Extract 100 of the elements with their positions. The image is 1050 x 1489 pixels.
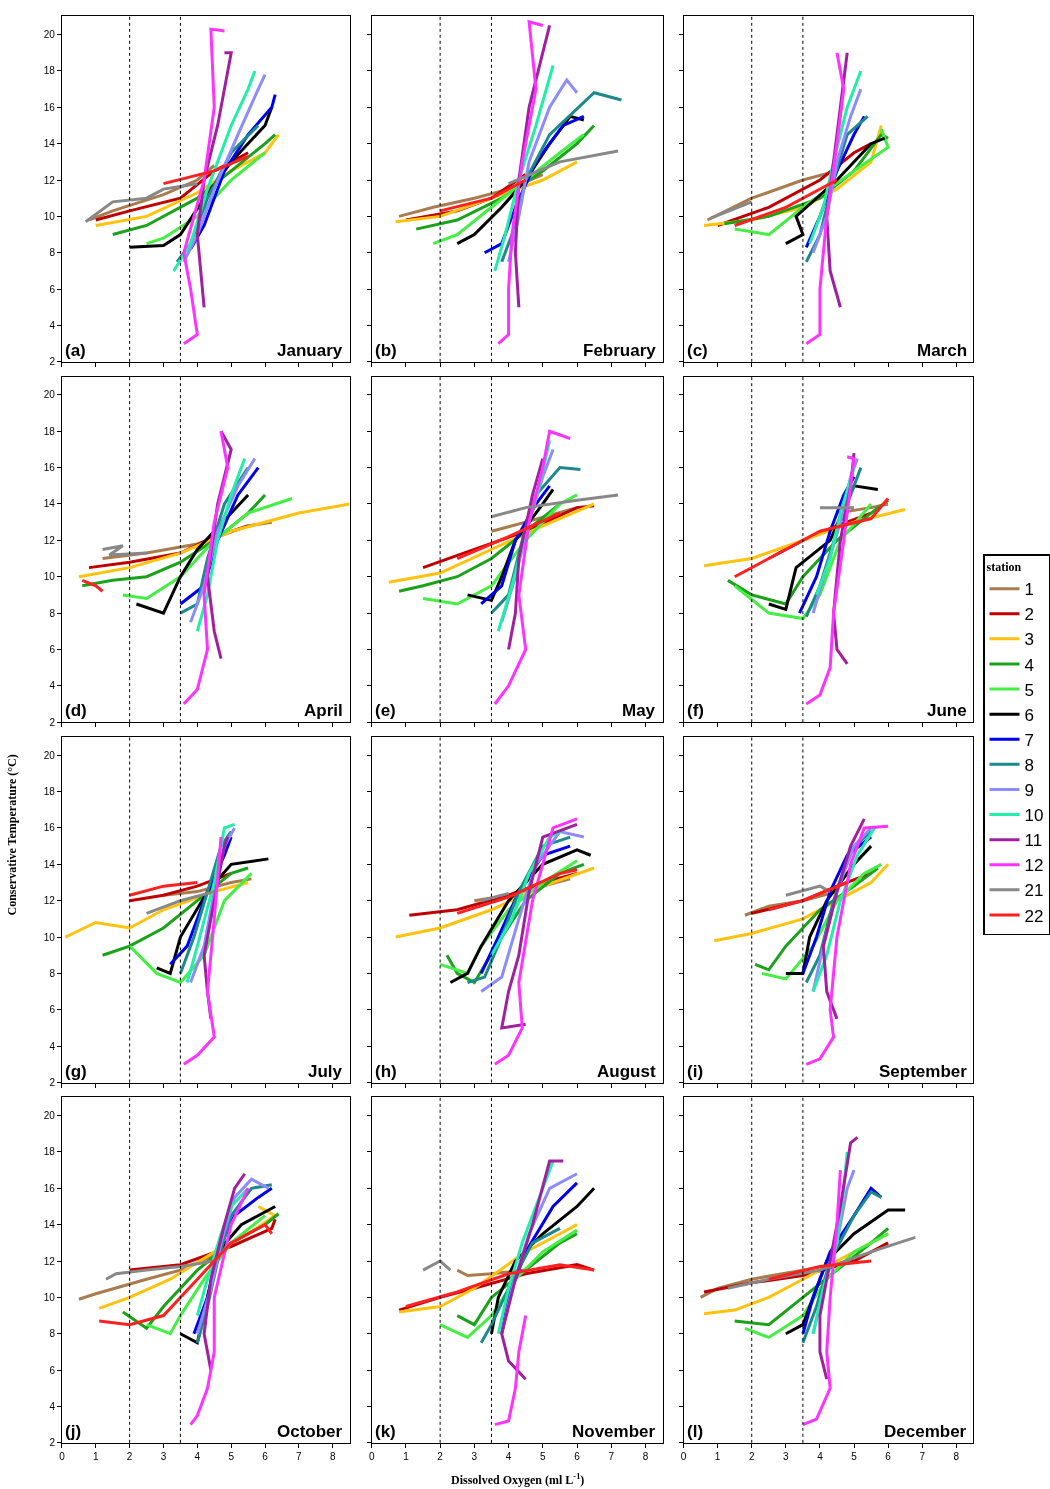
y-tick-label: 14 [43, 1219, 56, 1231]
y-tick-label: 18 [43, 425, 56, 437]
legend-label: 6 [1024, 705, 1034, 725]
x-tick-label: 8 [953, 1450, 960, 1462]
legend-title: station [986, 560, 1022, 575]
y-tick-label: 10 [43, 931, 56, 943]
annotation: June [927, 701, 967, 720]
annotation: January [277, 341, 343, 360]
annotation: (c) [687, 341, 708, 360]
annotation: (a) [65, 341, 86, 360]
y-tick-label: 20 [43, 1110, 56, 1122]
x-tick-label: 3 [471, 1450, 478, 1462]
x-tick-label: 6 [574, 1450, 581, 1462]
y-tick-label: 16 [43, 1182, 56, 1194]
annotation: August [597, 1062, 656, 1081]
legend-label: 12 [1024, 856, 1044, 876]
annotation: May [622, 701, 656, 720]
annotation: (g) [65, 1062, 87, 1081]
x-tick-label: 1 [93, 1450, 100, 1462]
x-tick-label: 8 [329, 1450, 336, 1462]
legend-label: 22 [1024, 906, 1044, 926]
y-tick-label: 4 [49, 680, 56, 692]
y-tick-label: 12 [43, 174, 56, 186]
y-axis-title: Conservative Temperature (°C) [4, 754, 19, 916]
legend-label: 21 [1024, 881, 1044, 901]
y-tick-label: 12 [43, 1255, 56, 1267]
x-tick-label: 5 [851, 1450, 858, 1462]
x-tick-label: 4 [194, 1450, 201, 1462]
annotation: December [884, 1422, 967, 1441]
y-tick-label: 2 [49, 1077, 56, 1089]
legend-label: 2 [1024, 605, 1034, 625]
x-axis-title: Dissolved Oxygen (ml L$^{-1}$) [451, 1472, 585, 1488]
y-tick-label: 18 [43, 1146, 56, 1158]
y-tick-label: 2 [49, 716, 56, 728]
x-tick-label: 2 [748, 1450, 755, 1462]
x-tick-label: 0 [680, 1450, 687, 1462]
legend-label: 9 [1024, 781, 1034, 801]
y-tick-label: 8 [49, 607, 56, 619]
y-tick-label: 12 [43, 534, 56, 546]
y-tick-label: 16 [43, 101, 56, 113]
y-tick-label: 16 [43, 822, 56, 834]
y-tick-label: 2 [49, 356, 56, 368]
legend-label: 11 [1024, 831, 1043, 851]
y-tick-label: 8 [49, 247, 56, 259]
x-tick-label: 3 [783, 1450, 790, 1462]
y-tick-label: 16 [43, 462, 56, 474]
legend-label: 1 [1024, 580, 1034, 600]
x-tick-label: 4 [505, 1450, 512, 1462]
annotation: (d) [65, 701, 87, 720]
x-tick-label: 1 [714, 1450, 721, 1462]
y-tick-label: 10 [43, 1291, 56, 1303]
y-tick-label: 6 [49, 1004, 56, 1016]
x-tick-label: 7 [296, 1450, 303, 1462]
y-tick-label: 8 [49, 1328, 56, 1340]
y-tick-label: 4 [49, 1400, 56, 1412]
annotation: (e) [375, 701, 396, 720]
legend-label: 8 [1024, 755, 1034, 775]
x-tick-label: 2 [126, 1450, 133, 1462]
x-tick-label: 8 [642, 1450, 649, 1462]
annotation: (j) [65, 1422, 82, 1441]
x-tick-label: 6 [262, 1450, 269, 1462]
annotation: (l) [687, 1422, 704, 1441]
annotation: November [572, 1422, 656, 1441]
y-tick-label: 2 [49, 1437, 56, 1449]
y-tick-label: 14 [43, 138, 56, 150]
annotation: March [917, 341, 968, 360]
y-tick-label: 20 [43, 749, 56, 761]
annotation: (k) [375, 1422, 396, 1441]
y-tick-label: 10 [43, 210, 56, 222]
annotation: April [304, 701, 343, 720]
x-tick-label: 1 [403, 1450, 410, 1462]
legend-label: 3 [1024, 630, 1034, 650]
y-tick-label: 10 [43, 571, 56, 583]
annotation: September [879, 1062, 968, 1081]
y-tick-label: 14 [43, 498, 56, 510]
legend-label: 10 [1024, 806, 1044, 826]
x-tick-label: 6 [885, 1450, 892, 1462]
x-tick-label: 2 [437, 1450, 444, 1462]
annotation: (b) [375, 341, 397, 360]
x-tick-label: 7 [919, 1450, 926, 1462]
legend-label: 4 [1024, 655, 1034, 675]
x-tick-label: 7 [608, 1450, 615, 1462]
annotation: (h) [375, 1062, 397, 1081]
x-tick-label: 0 [368, 1450, 375, 1462]
x-tick-label: 5 [540, 1450, 547, 1462]
annotation: (i) [687, 1062, 704, 1081]
y-tick-label: 6 [49, 1364, 56, 1376]
y-tick-label: 20 [43, 389, 56, 401]
annotation: (f) [687, 701, 704, 720]
y-tick-label: 6 [49, 643, 56, 655]
annotation: July [308, 1062, 343, 1081]
x-tick-label: 3 [160, 1450, 167, 1462]
annotation: February [583, 341, 657, 360]
x-tick-label: 0 [59, 1450, 66, 1462]
y-tick-label: 18 [43, 786, 56, 798]
y-tick-label: 4 [49, 1040, 56, 1052]
legend-label: 5 [1024, 680, 1034, 700]
x-tick-label: 5 [228, 1450, 235, 1462]
y-tick-label: 8 [49, 967, 56, 979]
y-tick-label: 18 [43, 65, 56, 77]
